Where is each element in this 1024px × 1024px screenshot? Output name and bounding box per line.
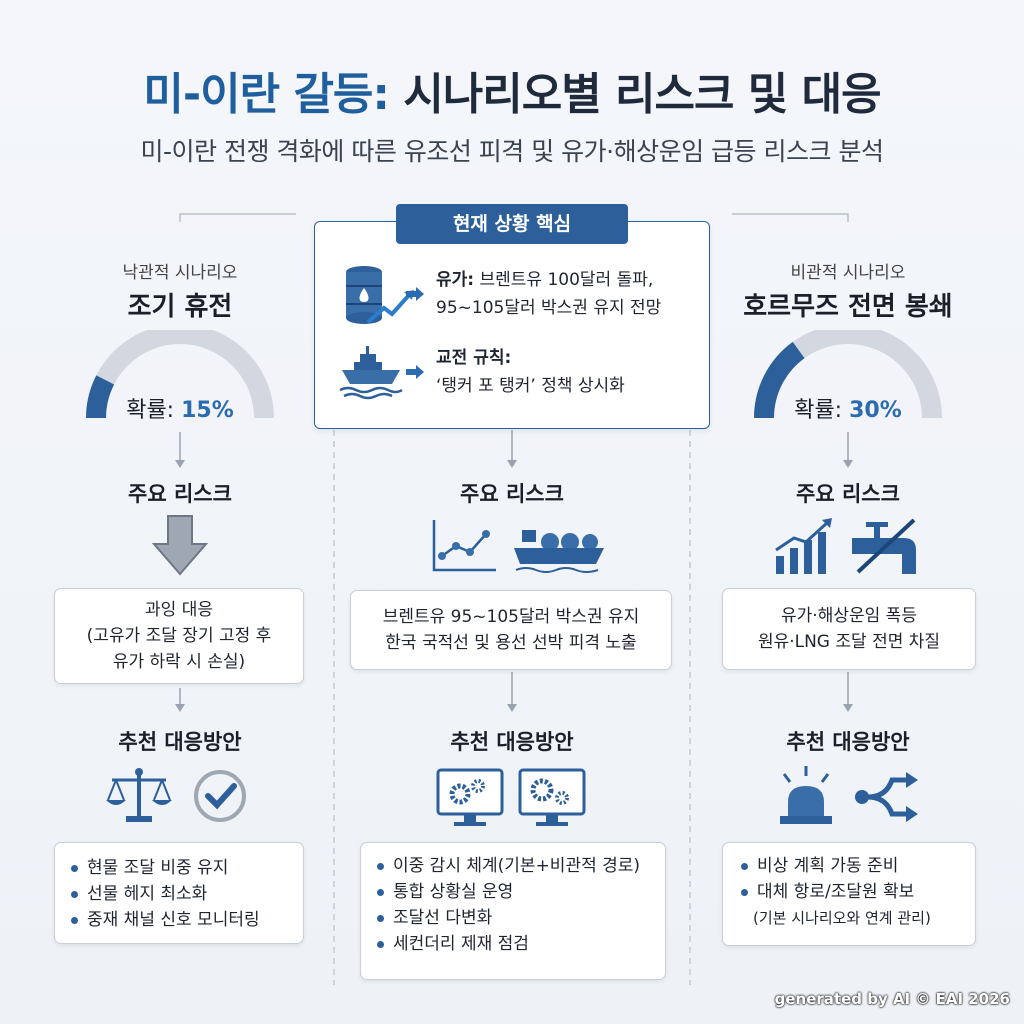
response-card-base: 이중 감시 체계(기본+비관적 경로) 통합 상황실 운영 조달선 다변화 세컨… xyxy=(360,842,666,980)
checkmark-circle-icon xyxy=(194,770,246,822)
response-note: (기본 시나리오와 연계 관리) xyxy=(753,909,931,927)
risk-heading-base: 주요 리스크 xyxy=(460,482,564,506)
response-heading-optimistic: 추천 대응방안 xyxy=(118,730,242,754)
risk-line: 브렌트유 95~105달러 박스권 유지 xyxy=(382,607,640,627)
risk-card-pessimistic: 유가·해상운임 폭등 원유·LNG 조달 전면 차질 xyxy=(722,588,976,670)
siren-icon xyxy=(780,766,832,824)
response-card-pessimistic: 비상 계획 가동 준비 대체 항로/조달원 확보 (기본 시나리오와 연계 관리… xyxy=(722,842,976,946)
down-arrow-icon xyxy=(151,515,209,576)
tanker-ship-icon xyxy=(339,346,403,400)
risk-line: 유가·해상운임 폭등 xyxy=(781,606,917,626)
response-item: 중재 채널 신호 모니터링 xyxy=(69,907,303,933)
probability-value: 30% xyxy=(849,398,902,423)
risk-heading-optimistic: 주요 리스크 xyxy=(128,482,232,506)
blocked-pipe-icon xyxy=(852,518,916,574)
probability-label: 확률: xyxy=(126,398,175,423)
page-title: 미-이란 갈등: 시나리오별 리스크 및 대응 xyxy=(0,58,1024,122)
risk-card-optimistic: 과잉 대응 (고유가 조달 장기 고정 후 유가 하락 시 손실) xyxy=(54,588,304,684)
response-item-text: 이중 감시 체계(기본+비관적 경로) xyxy=(393,856,641,876)
title-highlight: 미-이란 갈등: xyxy=(143,69,390,120)
fact-text: 브렌트유 100달러 돌파, xyxy=(479,270,654,290)
response-item: 이중 감시 체계(기본+비관적 경로) xyxy=(375,853,665,879)
arrow-right-icon xyxy=(406,365,424,379)
fact-text: ‘탱커 포 탱커’ 정책 상시화 xyxy=(436,376,625,396)
risk-line: (고유가 조달 장기 고정 후 xyxy=(86,626,272,646)
probability-gauge-optimistic xyxy=(86,330,274,419)
fact-label: 교전 규칙: xyxy=(436,348,512,368)
fact-label: 유가: xyxy=(436,270,475,290)
response-card-optimistic: 현물 조달 비중 유지 선물 헤지 최소화 중재 채널 신호 모니터링 xyxy=(54,842,304,944)
arrow-right-icon xyxy=(406,287,424,301)
probability-gauge-pessimistic xyxy=(753,330,942,419)
scenario-kind-optimistic: 낙관적 시나리오 xyxy=(122,263,238,283)
rising-bars-icon xyxy=(775,518,832,574)
fact-oil-price: 유가: 브렌트유 100달러 돌파, 95~105달러 박스권 유지 전망 xyxy=(436,266,706,322)
scenario-kind-pessimistic: 비관적 시나리오 xyxy=(790,263,906,283)
probability-value: 15% xyxy=(181,398,234,423)
response-item: 세컨더리 제재 점검 xyxy=(375,931,665,957)
probability-label: 확률: xyxy=(794,398,843,423)
risk-heading-pessimistic: 주요 리스크 xyxy=(796,482,900,506)
current-status-tag: 현재 상황 핵심 xyxy=(396,204,628,244)
risk-line: 원유·LNG 조달 전면 차질 xyxy=(757,632,941,652)
line-chart-icon xyxy=(432,520,496,572)
response-item: 조달선 다변화 xyxy=(375,905,665,931)
gauge-fill xyxy=(86,375,115,419)
fact-text: 95~105달러 박스권 유지 전망 xyxy=(436,298,662,318)
risk-line: 과잉 대응 xyxy=(145,600,213,620)
response-item: 현물 조달 비중 유지 xyxy=(69,855,303,881)
response-heading-pessimistic: 추천 대응방안 xyxy=(786,730,910,754)
response-item: 선물 헤지 최소화 xyxy=(69,881,303,907)
page-subtitle: 미-이란 전쟁 격화에 따른 유조선 피격 및 유가·해상운임 급등 리스크 분… xyxy=(140,137,884,166)
gauge-fill xyxy=(753,341,805,419)
risk-line: 유가 하락 시 손실) xyxy=(112,652,246,672)
scenario-name-pessimistic: 호르무즈 전면 봉쇄 xyxy=(743,292,953,322)
fact-rules-of-engagement: 교전 규칙: ‘탱커 포 탱커’ 정책 상시화 xyxy=(436,344,706,400)
risk-card-base: 브렌트유 95~105달러 박스권 유지 한국 국적선 및 용선 선박 피격 노… xyxy=(350,590,672,670)
monitor-gears-icon xyxy=(436,768,586,826)
response-item: 대체 항로/조달원 확보 xyxy=(739,879,975,905)
title-rest: 시나리오별 리스크 및 대응 xyxy=(403,69,881,120)
lng-carrier-icon xyxy=(514,530,604,573)
route-split-icon xyxy=(855,772,918,822)
footer-credit: generated by AI © EAI 2026 xyxy=(774,990,1010,1008)
scale-icon xyxy=(106,768,172,822)
scenario-name-optimistic: 조기 휴전 xyxy=(127,292,233,322)
probability-pessimistic: 확률: 30% xyxy=(728,392,968,424)
response-heading-base: 추천 대응방안 xyxy=(450,730,574,754)
probability-optimistic: 확률: 15% xyxy=(60,392,300,424)
risk-line: 한국 국적선 및 용선 선박 피격 노출 xyxy=(385,633,637,653)
response-item: 통합 상황실 운영 xyxy=(375,879,665,905)
response-item: 비상 계획 가동 준비 xyxy=(739,853,975,879)
